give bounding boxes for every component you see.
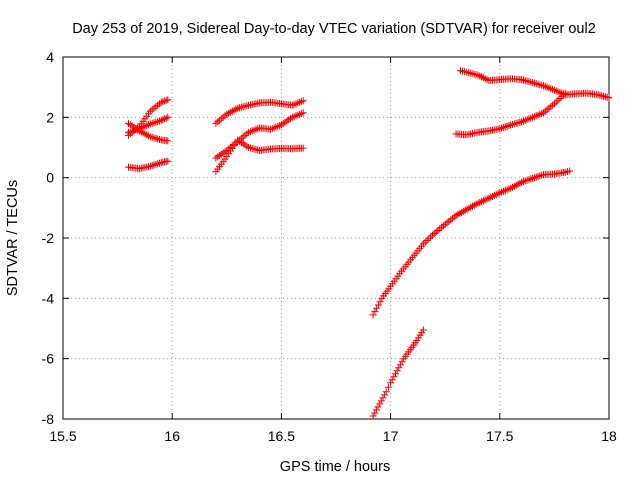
x-tick-label: 16.5 xyxy=(268,428,295,444)
data-track xyxy=(125,157,172,173)
data-point-markers xyxy=(212,136,307,176)
y-tick-label: 0 xyxy=(46,170,54,186)
data-point-markers xyxy=(125,157,172,173)
x-axis-label: GPS time / hours xyxy=(280,459,390,475)
data-point-markers xyxy=(452,89,569,139)
y-tick-label: 2 xyxy=(46,109,54,125)
data-point-markers xyxy=(369,167,574,319)
x-tick-label: 16 xyxy=(164,428,180,444)
y-tick-label: -6 xyxy=(42,351,55,367)
y-tick-label: -8 xyxy=(42,411,55,427)
x-tick-label: 17 xyxy=(383,428,399,444)
data-point-markers xyxy=(369,326,427,420)
data-track xyxy=(452,89,569,139)
x-tick-label: 18 xyxy=(601,428,617,444)
chart-title: Day 253 of 2019, Sidereal Day-to-day VTE… xyxy=(72,21,596,37)
x-tick-label: 15.5 xyxy=(49,428,76,444)
data-track xyxy=(457,67,613,102)
data-track xyxy=(369,167,574,319)
y-tick-label: -2 xyxy=(42,230,55,246)
data-track xyxy=(125,113,172,136)
axis-ticks: 15.5 16 16.5 17 17.5 18 -8 -6 -4 -2 0 2 4 xyxy=(42,49,617,444)
data-point-markers xyxy=(457,67,613,102)
data-point-markers xyxy=(125,113,172,136)
grid xyxy=(63,57,609,419)
data-track xyxy=(369,326,427,420)
y-axis-label: SDTVAR / TECUs xyxy=(5,180,21,296)
x-tick-label: 17.5 xyxy=(486,428,513,444)
y-tick-label: -4 xyxy=(42,290,55,306)
data-track xyxy=(212,97,307,127)
data-track xyxy=(212,136,307,176)
data-points xyxy=(125,67,613,420)
data-point-markers xyxy=(212,97,307,127)
y-tick-label: 4 xyxy=(46,49,54,65)
